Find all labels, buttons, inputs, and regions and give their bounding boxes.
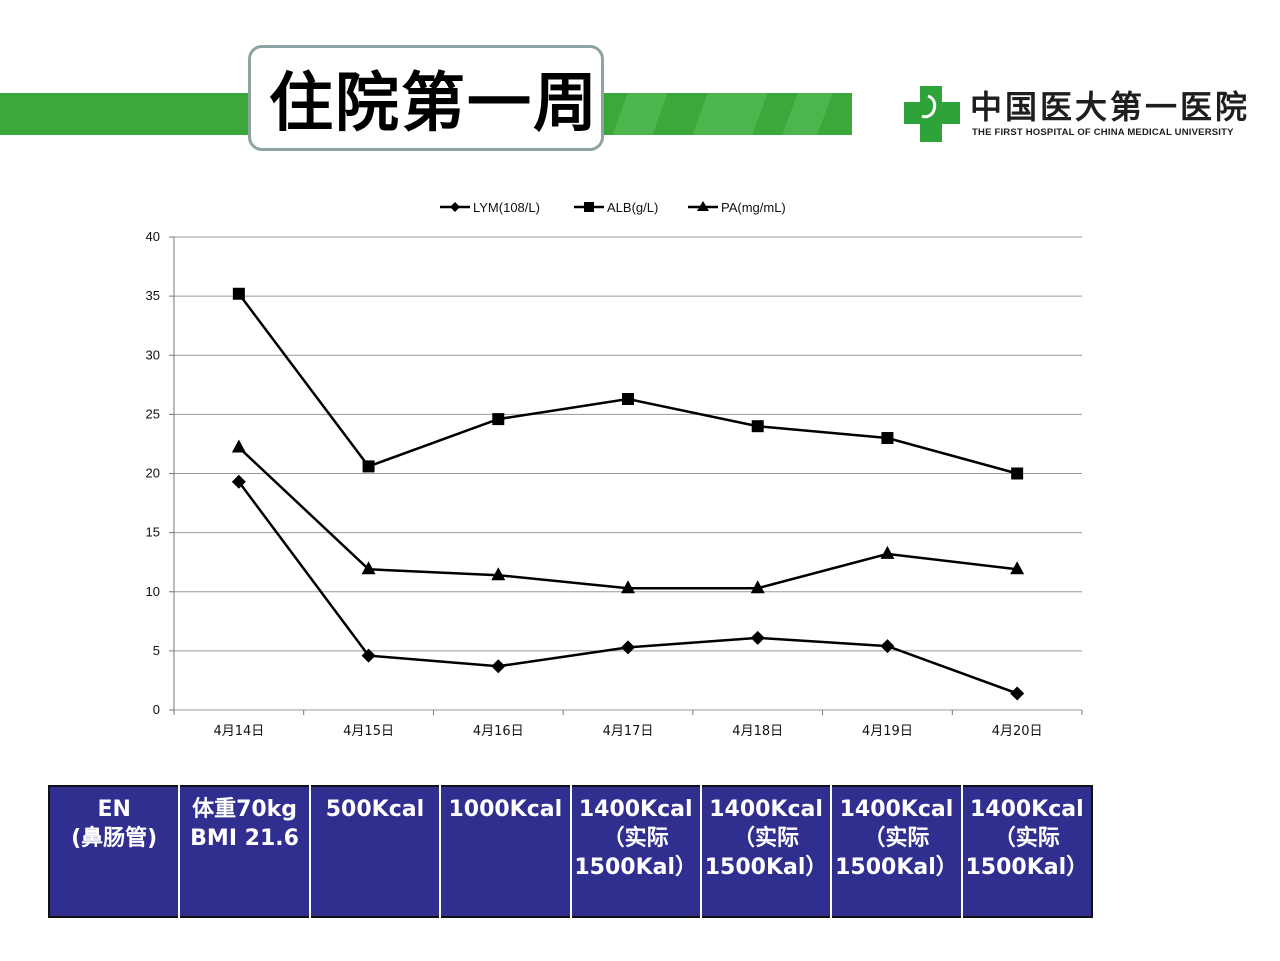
table-cell-line: 1400Kcal	[709, 797, 823, 822]
legend-label: LYM(108/L)	[473, 200, 540, 215]
y-tick-label: 20	[146, 466, 160, 481]
table-cell: 1000Kcal	[439, 786, 571, 917]
table-cell: 1400Kcal （实际 1500Kal）	[830, 786, 962, 917]
nutrition-table: EN (鼻肠管) 体重70kg BMI 21.6 500Kcal 1000Kcal 1400…	[48, 785, 1093, 918]
table-cell: 1400Kcal （实际 1500Kal）	[960, 786, 1092, 917]
data-point	[231, 474, 246, 489]
table-cell: 体重70kg BMI 21.6	[178, 786, 310, 917]
table-cell: 500Kcal	[308, 786, 441, 917]
table-cell-line: (鼻肠管)	[71, 826, 158, 851]
table-cell-line: 1500Kal）	[835, 855, 958, 880]
logo-english-name: THE FIRST HOSPITAL OF CHINA MEDICAL UNIV…	[972, 127, 1234, 138]
x-tick-label: 4月14日	[213, 724, 264, 739]
x-tick-label: 4月18日	[732, 724, 783, 739]
data-point	[880, 545, 895, 559]
table-cell-line: （实际	[863, 826, 930, 851]
data-point	[750, 580, 765, 594]
title-box: 住院第一周	[248, 45, 604, 151]
data-point	[621, 580, 635, 594]
x-tick-label: 4月17日	[603, 724, 654, 739]
legend-label: PA(mg/mL)	[721, 200, 786, 215]
logo-chinese-name: 中国医大第一医院	[970, 88, 1251, 126]
table-cell-line: （实际	[993, 826, 1060, 851]
table-cell-line: 1500Kal）	[574, 855, 698, 880]
data-point	[621, 640, 635, 655]
table-cell-line: BMI 21.6	[190, 826, 299, 851]
legend-label: ALB(g/L)	[607, 200, 658, 215]
table-cell-line: 1400Kcal	[969, 797, 1084, 822]
data-point	[492, 413, 505, 426]
hospital-logo: 中国医大第一医院 THE FIRST HOSPITAL OF CHINA MED…	[900, 80, 1247, 144]
y-tick-label: 25	[146, 406, 160, 421]
legend-marker	[697, 201, 709, 211]
data-point	[881, 432, 894, 445]
y-tick-label: 0	[153, 702, 160, 717]
data-point	[622, 393, 634, 406]
table-cell-line: （实际	[602, 826, 669, 851]
data-point	[361, 648, 376, 663]
table-header-cell: EN (鼻肠管)	[49, 786, 179, 917]
line-chart: 0 5 10 15 20 25 30 35 40 4月14日 4月15日 4月16日 4月17日 4月18…	[146, 200, 1083, 739]
data-point	[232, 287, 245, 300]
data-point	[491, 659, 506, 674]
y-tick-label: 15	[146, 525, 160, 540]
table-cell-line: （实际	[733, 826, 800, 851]
data-point	[491, 567, 506, 581]
y-tick-label: 35	[146, 288, 160, 303]
page-title: 住院第一周	[269, 67, 599, 141]
data-point	[1011, 467, 1024, 480]
table-cell-line: 1500Kal）	[965, 855, 1089, 880]
table-cell-line: EN	[97, 797, 131, 822]
y-tick-label: 10	[146, 584, 160, 599]
x-tick-label: 4月19日	[862, 724, 913, 739]
data-point	[362, 460, 375, 473]
table-cell-line: 体重70kg	[192, 797, 298, 822]
legend-marker	[450, 202, 460, 212]
table-cell-line: 1400Kcal	[578, 797, 693, 822]
data-point	[751, 420, 764, 433]
series-line	[238, 446, 1018, 590]
green-cross-icon	[904, 86, 960, 142]
x-tick-label: 4月16日	[473, 724, 524, 739]
data-point	[231, 439, 246, 453]
y-tick-label: 40	[146, 229, 160, 244]
data-point	[880, 639, 895, 654]
table-cell-line: 1400Kcal	[839, 797, 954, 822]
y-tick-label: 30	[146, 347, 160, 362]
x-tick-label: 4月15日	[343, 724, 394, 739]
table-cell: 1400Kcal （实际 1500Kal）	[569, 786, 701, 917]
table-row: EN (鼻肠管) 体重70kg BMI 21.6 500Kcal 1000Kcal 1400…	[49, 786, 1092, 917]
table-cell: 1400Kcal （实际 1500Kal）	[699, 786, 832, 917]
table-cell-line: 1500Kal）	[704, 855, 828, 880]
series-line	[237, 293, 1018, 475]
table-cell-line: 500Kcal	[325, 797, 425, 822]
data-point	[1010, 561, 1025, 575]
x-tick-label: 4月20日	[992, 724, 1043, 739]
data-point	[750, 630, 765, 645]
table-cell-line: 1000Kcal	[448, 797, 563, 822]
y-tick-label: 5	[153, 643, 160, 658]
legend-marker	[584, 202, 594, 212]
data-point	[361, 561, 376, 575]
data-point	[1010, 686, 1025, 701]
